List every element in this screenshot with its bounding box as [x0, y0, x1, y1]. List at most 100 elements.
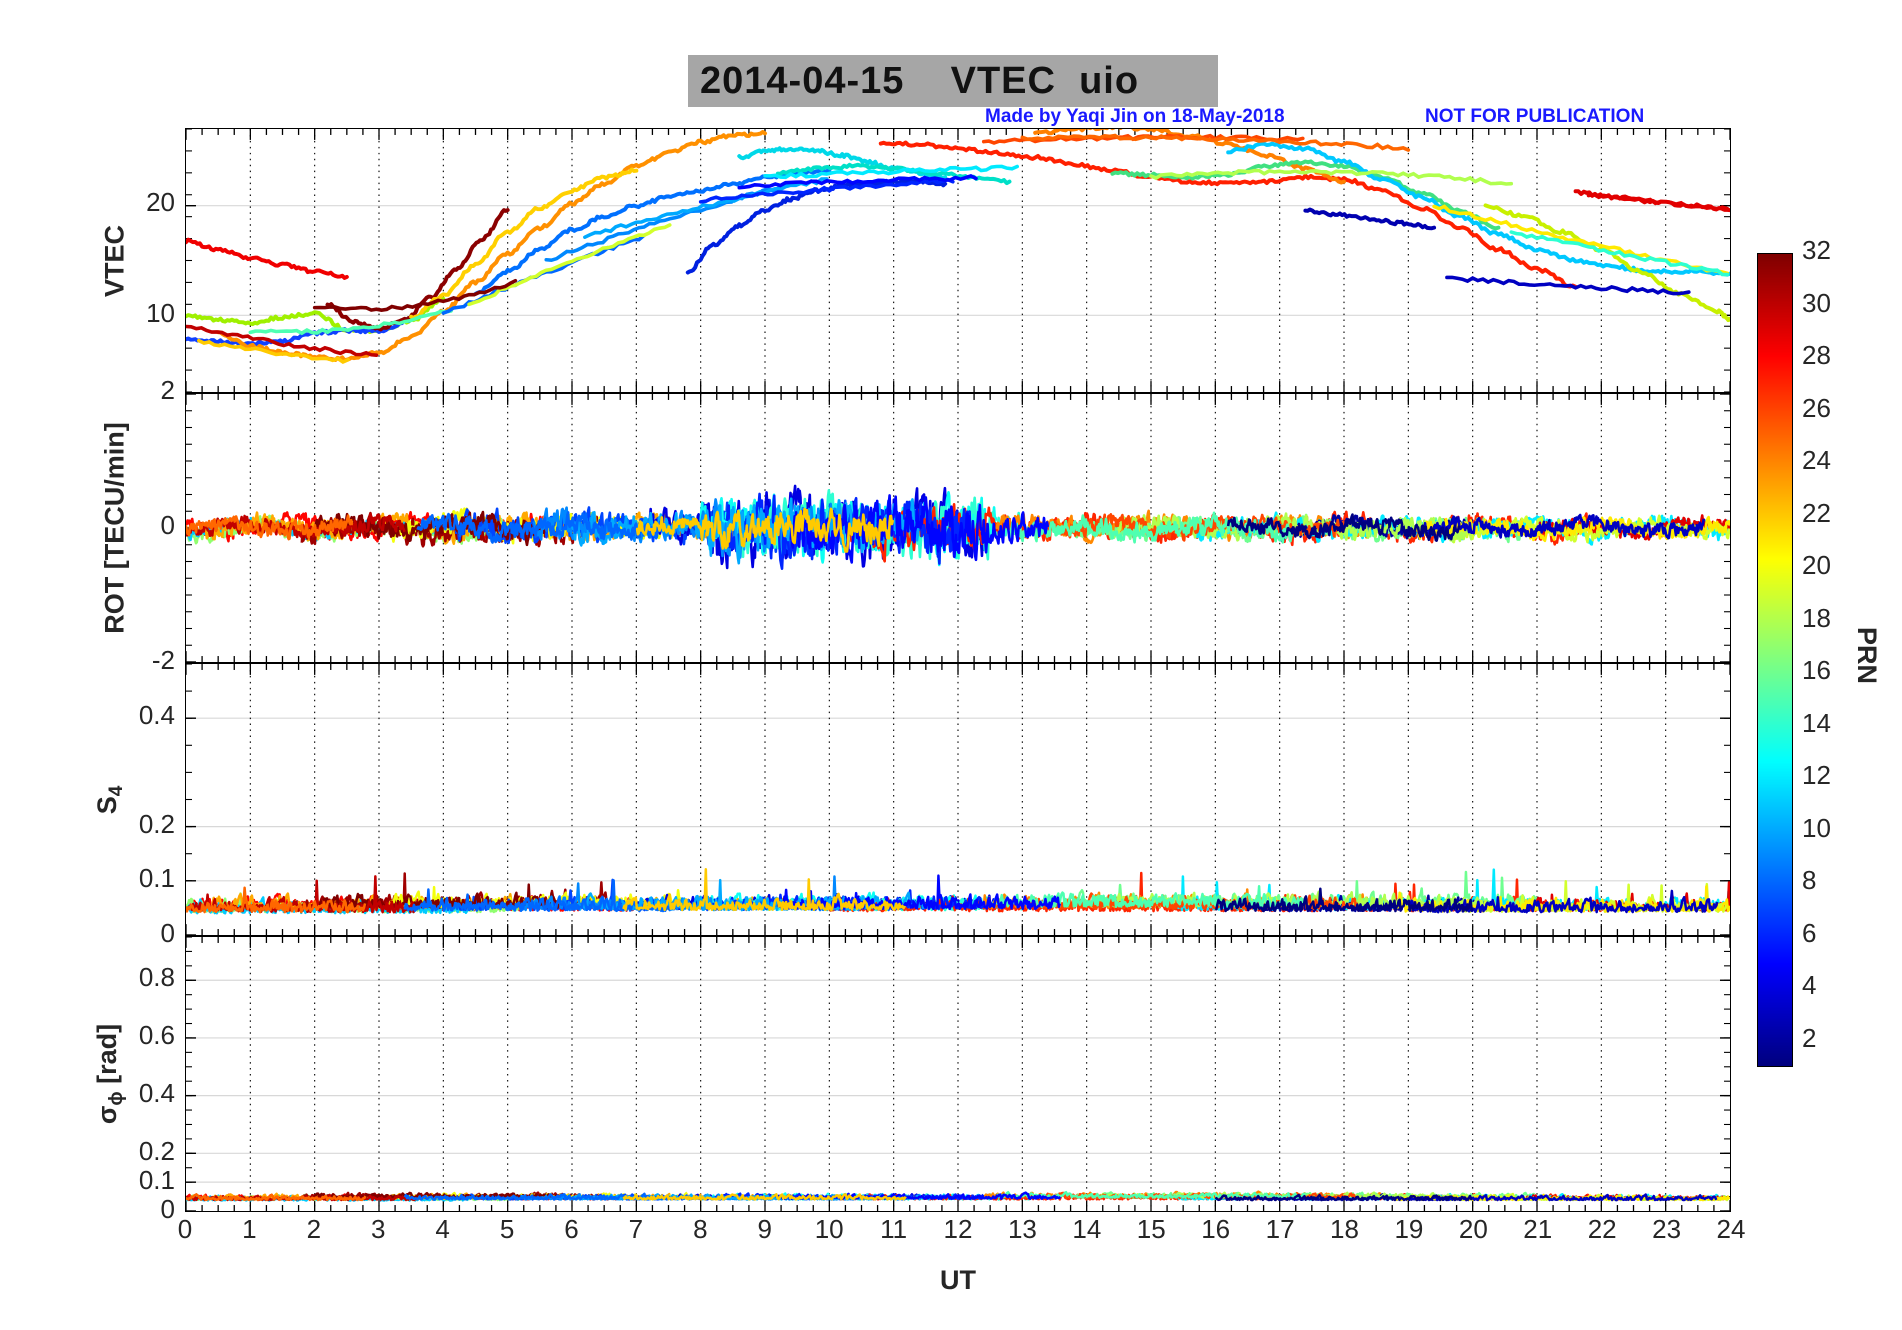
colorbar-tick-label: 26	[1802, 392, 1831, 423]
x-tick-label: 21	[1508, 1214, 1568, 1245]
x-tick-label: 9	[757, 1214, 772, 1244]
x-tick-label: 13	[1007, 1214, 1037, 1244]
vtec-ytick: 10	[75, 298, 175, 329]
x-tick-label: 21	[1523, 1214, 1553, 1244]
x-tick-label: 8	[693, 1214, 708, 1244]
colorbar-tick-label: 30	[1802, 288, 1831, 319]
colorbar-tick-label: 24	[1802, 445, 1831, 476]
x-tick-label: 9	[735, 1214, 795, 1245]
x-tick-label: 1	[242, 1214, 257, 1244]
x-tick-label: 2	[284, 1214, 344, 1245]
sigma-phi-plot-area	[186, 937, 1730, 1211]
x-tick-label: 22	[1572, 1214, 1632, 1245]
rot-ytick: 0	[75, 510, 175, 541]
colorbar-tick-label: 12	[1802, 760, 1831, 791]
colorbar-tick-label: 12	[1802, 760, 1831, 791]
x-tick-label: 11	[880, 1214, 908, 1244]
sigma-ytick: 0	[75, 1194, 175, 1225]
vtec-axis-title: VTEC	[100, 224, 131, 296]
x-tick-label: 19	[1379, 1214, 1439, 1245]
x-tick-label: 0	[177, 1214, 193, 1244]
panel-sigma-phi	[185, 936, 1731, 1212]
colorbar-tick-label: 20	[1802, 550, 1831, 581]
sigma-ytick: 0.6	[75, 1020, 175, 1051]
s4-ytick: 0.1	[75, 863, 175, 894]
colorbar-tick-label: 24	[1802, 445, 1831, 476]
x-tick-label: 15	[1121, 1214, 1181, 1245]
sigma-ytick: 0.2	[138, 1135, 175, 1166]
colorbar-tick-label: 18	[1802, 603, 1831, 634]
x-tick-label: 0	[155, 1214, 215, 1245]
x-tick-label: 16	[1186, 1214, 1246, 1245]
x-tick-label: 10	[814, 1214, 844, 1244]
s4-plot-area	[186, 664, 1730, 935]
s4-axis-title: S4	[92, 785, 128, 814]
rot-ytick: 0	[160, 510, 175, 540]
sigma-ytick: 0.8	[138, 961, 175, 992]
x-tick-label: 6	[542, 1214, 602, 1245]
s4-ytick: 0.2	[75, 809, 175, 840]
vtec-plot-area	[186, 129, 1730, 392]
colorbar-label: PRN	[1852, 626, 1883, 685]
x-tick-label: 3	[348, 1214, 408, 1245]
colorbar-gradient	[1758, 254, 1792, 1066]
sigma-ytick: 0.8	[75, 962, 175, 993]
panel-s4	[185, 663, 1731, 936]
x-tick-label: 6	[564, 1214, 579, 1244]
sigma-ytick: 0.4	[138, 1077, 175, 1108]
vtec-ytick: 10	[146, 297, 175, 328]
x-tick-label: 17	[1250, 1214, 1310, 1245]
x-tick-label: 12	[928, 1214, 988, 1245]
colorbar-tick-label: 4	[1802, 970, 1817, 1001]
s4-axis-title: S4	[91, 785, 128, 814]
x-tick-label: 17	[1265, 1214, 1295, 1244]
x-tick-label: 11	[864, 1214, 924, 1245]
x-tick-label: 5	[499, 1214, 515, 1244]
credit-text: Made by Yaqi Jin on 18-May-2018	[985, 106, 1285, 127]
x-axis-label: UT	[940, 1265, 976, 1295]
x-tick-label: 3	[371, 1214, 386, 1244]
rot-ytick: 2	[160, 375, 175, 405]
x-tick-label: 14	[1072, 1214, 1102, 1244]
colorbar[interactable]	[1757, 253, 1793, 1067]
x-tick-label: 7	[606, 1214, 666, 1245]
colorbar-tick-label: 22	[1802, 497, 1831, 528]
colorbar-tick-label: 2	[1802, 1023, 1816, 1054]
figure-title: 2014-04-15 VTEC uio	[700, 60, 1140, 102]
sigma-phi-axis-title: σϕ [rad]	[91, 1023, 128, 1125]
colorbar-tick-label: 4	[1802, 970, 1816, 1001]
colorbar-tick-label: 32	[1802, 235, 1831, 265]
x-tick-label: 12	[943, 1214, 973, 1244]
panel-vtec	[185, 128, 1731, 393]
x-tick-label: 23	[1637, 1214, 1697, 1245]
colorbar-tick-label: 32	[1802, 235, 1831, 266]
x-tick-label: 19	[1394, 1214, 1424, 1244]
colorbar-tick-label: 28	[1802, 340, 1831, 371]
sigma-phi-axis-title: σϕ [rad]	[92, 1024, 128, 1124]
x-tick-label: 7	[628, 1214, 644, 1244]
rot-ytick: 2	[75, 375, 175, 406]
x-tick-label: 4	[435, 1214, 450, 1244]
colorbar-tick-label: 2	[1802, 1022, 1817, 1053]
colorbar-tick-label: 26	[1802, 393, 1831, 424]
x-tick-label: 18	[1330, 1214, 1359, 1244]
x-tick-label: 22	[1587, 1214, 1617, 1244]
rot-axis-title: ROT [TECU/min]	[99, 422, 130, 634]
colorbar-tick-label: 22	[1802, 498, 1831, 529]
x-tick-label: 8	[670, 1214, 730, 1245]
title-background	[688, 55, 1218, 107]
colorbar-tick-label: 28	[1802, 340, 1831, 371]
rot-ytick: -2	[75, 645, 175, 676]
colorbar-tick-label: 10	[1802, 813, 1831, 844]
panel-rot	[185, 393, 1731, 663]
colorbar-tick-label: 6	[1802, 918, 1816, 949]
sigma-ytick: 0.6	[138, 1019, 175, 1050]
colorbar-tick-label: 10	[1802, 812, 1831, 843]
x-tick-label: 4	[413, 1214, 473, 1245]
x-tick-label: 24	[1716, 1214, 1746, 1244]
colorbar-tick-label: 8	[1802, 865, 1816, 896]
colorbar-tick-label: 16	[1802, 655, 1831, 686]
vtec-ytick: 20	[75, 187, 175, 218]
rot-plot-area	[186, 394, 1730, 662]
